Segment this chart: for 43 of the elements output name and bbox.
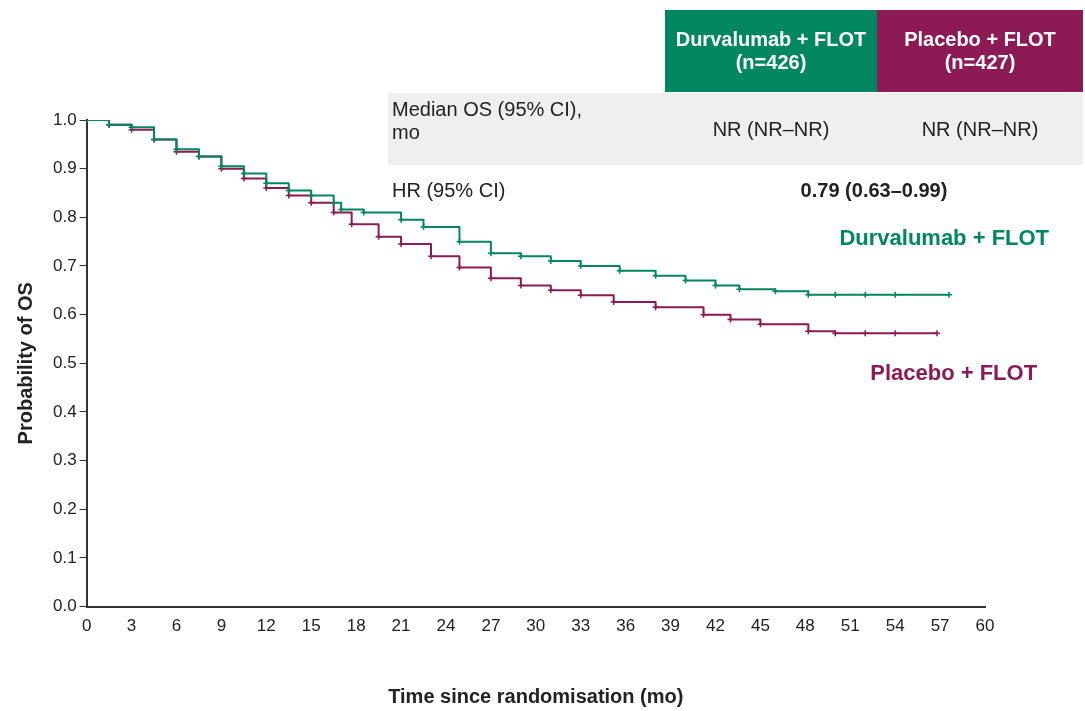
y-tick-label: 0.8 (52, 207, 77, 227)
x-tick-label: 6 (171, 616, 182, 636)
x-tick-label: 24 (436, 616, 456, 636)
y-tick-label: 0.1 (52, 547, 77, 567)
x-tick-label: 51 (840, 616, 860, 636)
x-tick-label: 3 (126, 616, 137, 636)
annotation: 0.79 (0.63–0.99) (799, 177, 949, 203)
series-label: Placebo + FLOT (870, 360, 1038, 386)
x-tick-label: 48 (795, 616, 815, 636)
x-tick-label: 45 (750, 616, 770, 636)
x-tick-label: 12 (256, 616, 276, 636)
annotation: Median OS (95% CI), mo (392, 98, 584, 144)
x-tick-label: 9 (216, 616, 227, 636)
y-tick-label: 0.6 (52, 304, 77, 324)
x-tick-label: 54 (885, 616, 905, 636)
x-tick-label: 21 (391, 616, 411, 636)
x-tick-label: 18 (346, 616, 366, 636)
annotation: NR (NR–NR) (711, 116, 831, 142)
x-tick-label: 33 (571, 616, 591, 636)
x-tick-label: 27 (481, 616, 501, 636)
x-tick-label: 15 (301, 616, 321, 636)
x-axis-title: Time since randomisation (mo) (388, 684, 684, 707)
x-tick-label: 39 (661, 616, 681, 636)
y-tick-label: 0.7 (52, 255, 77, 275)
y-axis-title: Probability of OS (13, 282, 36, 445)
text: Placebo + FLOT (n=427) (877, 10, 1083, 92)
y-tick-label: 0.2 (52, 498, 77, 518)
y-tick-label: 0.9 (52, 158, 77, 178)
x-tick-label: 0 (81, 616, 92, 636)
y-tick-label: 0.0 (52, 596, 77, 616)
y-tick-label: 0.3 (52, 450, 77, 470)
x-tick-label: 30 (526, 616, 546, 636)
x-tick-label: 60 (975, 616, 995, 636)
series-label: Durvalumab + FLOT (839, 224, 1050, 250)
x-tick-label: 36 (616, 616, 636, 636)
x-tick-label: 42 (706, 616, 725, 636)
y-tick-label: 0.4 (52, 401, 77, 421)
annotation: HR (95% CI) (392, 177, 506, 203)
y-tick-label: 1.0 (52, 109, 77, 129)
text: Durvalumab + FLOT (n=426) (665, 10, 877, 92)
y-tick-label: 0.5 (52, 352, 77, 372)
x-tick-label: 57 (930, 616, 950, 636)
annotation: NR (NR–NR) (920, 116, 1040, 142)
